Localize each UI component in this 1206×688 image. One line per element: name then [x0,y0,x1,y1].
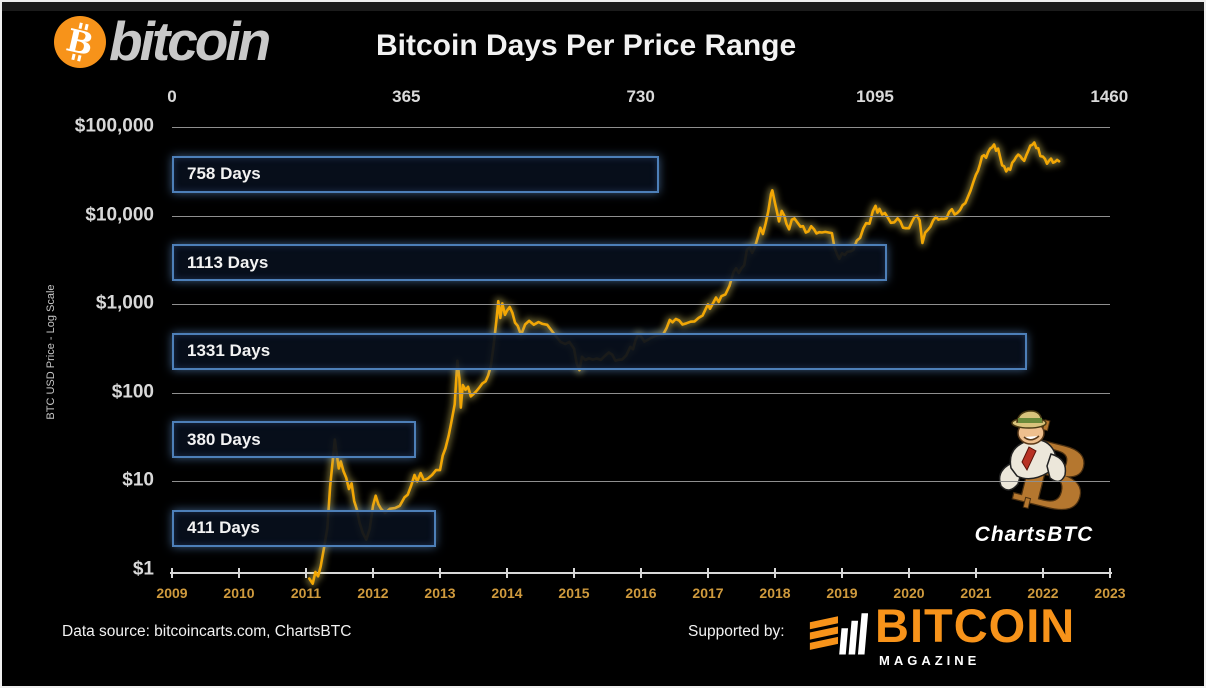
bitcoin-coin-icon: B [54,15,106,68]
days-range-bar-label: 1331 Days [187,341,271,361]
y-axis-tick-label: $100 [111,381,154,403]
year-axis-tick-label: 2016 [625,585,657,601]
days-axis-tick-label: 0 [167,87,177,106]
days-axis-tick-label: 365 [392,87,421,106]
days-range-bar-label: 411 Days [187,518,260,538]
days-axis-tick-label: 1460 [1090,87,1129,106]
gridline [172,481,1110,483]
chartsbtc-mascot-icon: B [998,410,1100,537]
bitcoin-magazine-subtitle: MAGAZINE [879,653,981,668]
chartsbtc-label: ChartsBTC [974,523,1094,546]
days-range-bar: 1113 Days [172,244,887,282]
gridline [172,127,1110,128]
year-axis-tick [439,568,441,578]
y-axis-tick-label: $10 [122,469,154,491]
year-axis-tick-label: 2015 [558,585,590,601]
days-range-bar: 758 Days [172,155,659,193]
days-range-bar: 411 Days [172,509,436,547]
year-axis-tick [573,568,575,578]
top-strip [2,2,1204,11]
chartsbtc-mascot: B ChartsBTC [968,410,1100,547]
year-axis-tick [908,568,910,578]
year-axis-tick [305,568,307,578]
days-axis-tick-label: 1095 [856,87,894,106]
year-axis-tick-label: 2022 [1027,585,1059,601]
year-axis-tick [372,568,374,578]
supported-by-text: Supported by: [688,623,785,640]
bitcoin-logo: B bitcoin [54,10,271,72]
page-title: Bitcoin Days Per Price Range [376,29,797,62]
y-axis-tick-label: $1 [132,558,154,580]
bitcoin-magazine-icon [809,613,868,655]
y-axis-tick-label: $100,000 [74,115,154,137]
days-axis-tick-label: 730 [626,87,655,106]
year-axis-tick-label: 2012 [357,585,389,601]
year-axis-tick-label: 2019 [826,585,858,601]
data-source-text: Data source: bitcoincarts.com, ChartsBTC [62,623,352,640]
year-axis-tick [506,568,508,578]
year-axis-tick [171,568,173,578]
year-axis-tick-label: 2021 [960,585,992,601]
days-range-bar-label: 758 Days [187,164,261,183]
gridline [172,392,1110,394]
gridline [172,215,1110,217]
gridline [172,304,1110,306]
year-axis-tick [640,568,642,578]
days-range-bar: 380 Days [172,421,416,459]
year-axis-tick [841,568,843,578]
year-axis-tick-label: 2020 [893,585,925,601]
year-axis-tick [238,568,240,578]
year-axis-tick-label: 2009 [156,585,188,601]
year-axis-tick [707,568,709,578]
y-axis-tick-label: $10,000 [85,204,154,226]
year-axis-tick [975,568,977,578]
year-axis-tick [1109,568,1111,578]
days-range-bar: 1331 Days [172,332,1027,370]
year-axis-tick-label: 2018 [759,585,791,601]
year-axis-tick [1042,568,1044,578]
year-axis-tick-label: 2011 [290,585,322,601]
y-axis-tick-label: $1,000 [95,292,154,314]
year-axis-tick-label: 2013 [424,585,456,601]
bitcoin-magazine-wordmark: BITCOIN [875,599,1076,652]
days-range-bar-label: 380 Days [187,429,261,449]
y-axis-title: BTC USD Price - Log Scale [45,284,57,420]
days-range-bar-label: 1113 Days [187,252,269,272]
year-axis-tick-label: 2023 [1094,585,1126,601]
year-axis-tick [774,568,776,578]
year-axis-tick-label: 2014 [491,585,523,601]
year-axis-tick-label: 2017 [692,585,724,601]
year-axis-tick-label: 2010 [223,585,255,601]
bitcoin-logo-text: bitcoin [109,10,271,72]
